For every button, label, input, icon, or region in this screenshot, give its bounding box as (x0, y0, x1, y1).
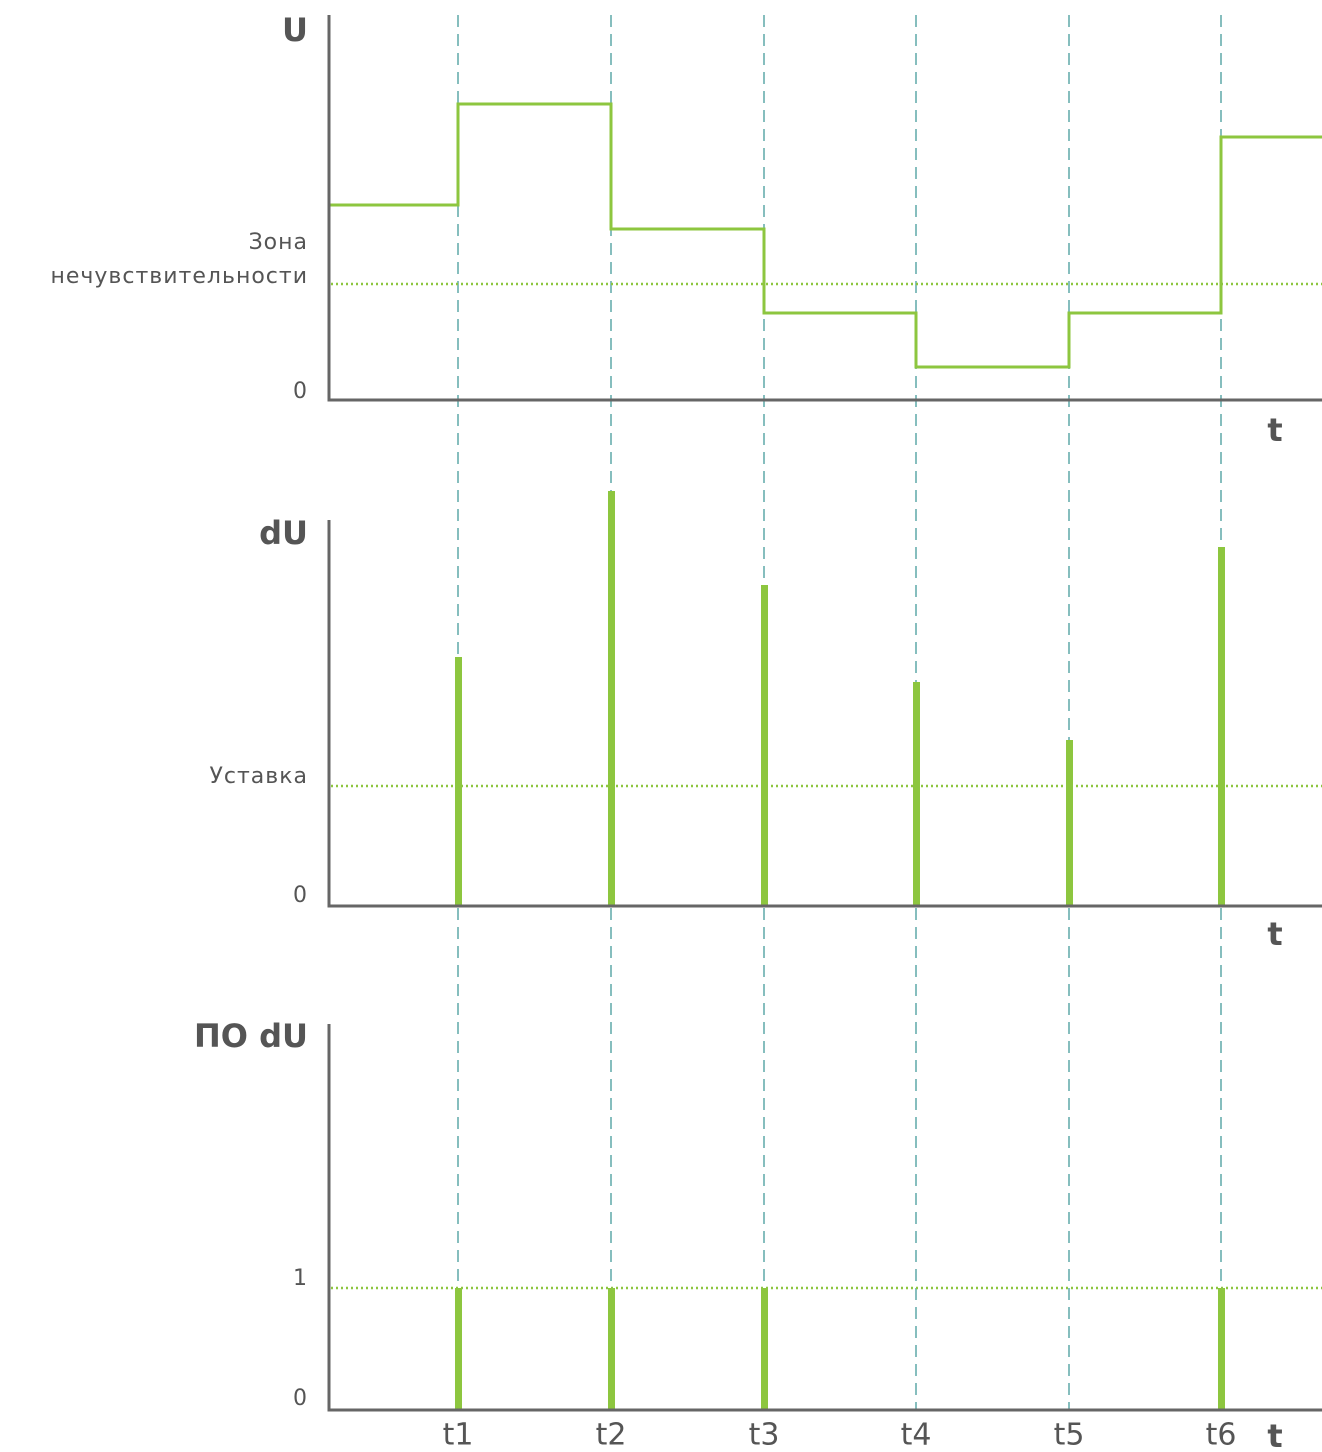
pulse (1218, 547, 1225, 906)
time-label: t (1267, 915, 1282, 953)
pulse (455, 1288, 462, 1410)
time-tick: t4 (901, 1418, 932, 1452)
time-label: t (1267, 1417, 1282, 1452)
threshold-label: Зона (249, 230, 308, 255)
pulse (913, 682, 920, 906)
time-tick: t1 (443, 1418, 474, 1452)
pulse (1218, 1288, 1225, 1410)
derivative-panel: dU Уставка 0 t (209, 491, 1322, 953)
time-markers (457, 15, 1222, 1410)
zero-label: 0 (293, 1386, 308, 1411)
time-tick: t2 (596, 1418, 627, 1452)
axes (327, 15, 1322, 402)
axes (327, 1024, 1322, 1412)
axis-label: dU (259, 514, 308, 552)
axis-label: U (282, 11, 308, 49)
pulse (608, 491, 615, 906)
pulse (761, 1288, 768, 1410)
time-label: t (1267, 411, 1282, 449)
axes (327, 520, 1322, 908)
threshold-label: Уставка (209, 764, 308, 789)
time-tick: t6 (1206, 1418, 1237, 1452)
threshold-label: нечувствительности (50, 264, 308, 289)
pulse (1066, 740, 1073, 906)
zero-label: 0 (293, 379, 308, 404)
pulse (761, 585, 768, 906)
pulse (608, 1288, 615, 1410)
zero-label: 0 (293, 883, 308, 908)
output-panel: ПО dU 1 0 t t1 t2 t3 t4 t5 t6 (194, 1017, 1322, 1452)
voltage-panel: U Зона нечувствительности 0 t (50, 11, 1322, 449)
axis-label: ПО dU (194, 1017, 308, 1055)
time-tick: t3 (749, 1418, 780, 1452)
voltage-signal (329, 102, 1322, 369)
time-tick: t5 (1054, 1418, 1085, 1452)
pulse (455, 657, 462, 906)
threshold-label: 1 (293, 1266, 308, 1291)
